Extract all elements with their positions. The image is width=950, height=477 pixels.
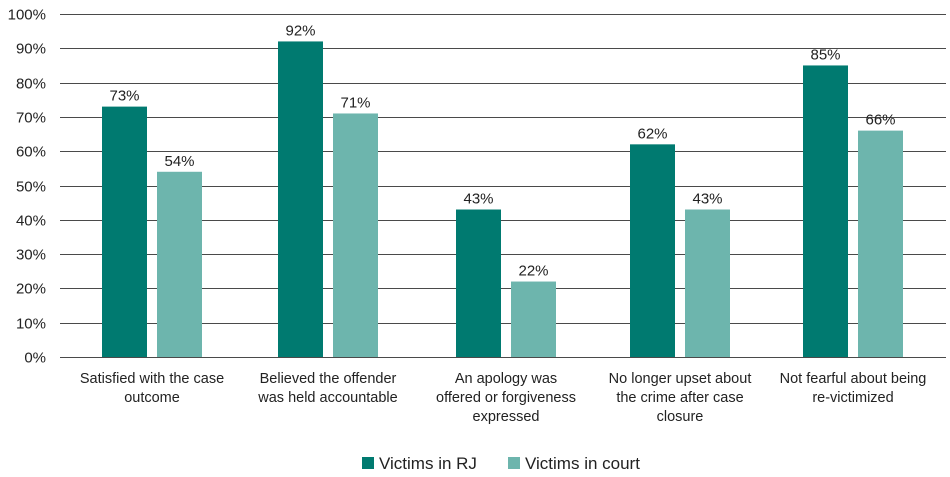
bar-victims-rj xyxy=(278,41,323,357)
y-tick-label: 60% xyxy=(16,144,46,161)
bar-victims-rj xyxy=(803,65,848,357)
data-label: 54% xyxy=(164,153,194,170)
data-label: 22% xyxy=(518,263,548,280)
bar-victims-rj xyxy=(102,106,147,357)
category-label-line: the crime after case xyxy=(616,390,743,406)
y-tick-label: 70% xyxy=(16,110,46,127)
category-label-line: Not fearful about being xyxy=(780,371,927,387)
category-label: Not fearful about being re-victimized xyxy=(780,371,927,406)
x-axis-categories: Satisfied with the case outcome Believed t… xyxy=(80,371,927,425)
category-label-line: was held accountable xyxy=(257,390,397,406)
bar-victims-court xyxy=(333,113,378,357)
legend-label: Victims in RJ xyxy=(379,454,477,473)
category-label-line: Believed the offender xyxy=(260,371,397,387)
bar-victims-court xyxy=(511,281,556,357)
bar-victims-court xyxy=(685,209,730,357)
bar-victims-rj xyxy=(456,209,501,357)
data-labels: 73% 92% 43% 62% 85% 54% 71% 22% 43% 66% xyxy=(109,22,895,279)
legend-label: Victims in court xyxy=(525,454,640,473)
category-label-line: An apology was xyxy=(455,371,557,387)
y-tick-label: 80% xyxy=(16,76,46,93)
data-label: 43% xyxy=(692,191,722,208)
y-tick-label: 40% xyxy=(16,213,46,230)
category-label: Satisfied with the case outcome xyxy=(80,371,224,406)
category-label-line: expressed xyxy=(473,409,540,425)
bar-victims-rj xyxy=(630,144,675,357)
bar-victims-court xyxy=(858,130,903,357)
category-label-line: outcome xyxy=(124,390,180,406)
data-label: 92% xyxy=(285,22,315,39)
category-label-line: closure xyxy=(657,409,704,425)
y-tick-label: 30% xyxy=(16,247,46,264)
y-tick-label: 90% xyxy=(16,41,46,58)
data-label: 73% xyxy=(109,88,139,105)
y-tick-label: 10% xyxy=(16,316,46,333)
y-tick-label: 20% xyxy=(16,281,46,298)
category-label-line: re-victimized xyxy=(812,390,893,406)
category-label: An apology was offered or forgiveness expr… xyxy=(436,371,576,425)
bar-victims-court xyxy=(157,171,202,357)
y-tick-label: 50% xyxy=(16,179,46,196)
y-tick-label: 100% xyxy=(8,7,46,24)
legend-swatch xyxy=(362,457,374,469)
category-label: Believed the offender was held accountabl… xyxy=(257,371,397,406)
data-label: 71% xyxy=(340,94,370,111)
data-label: 66% xyxy=(865,112,895,129)
gridlines xyxy=(60,14,946,358)
bars xyxy=(102,41,903,357)
y-tick-label: 0% xyxy=(24,350,46,367)
category-label: No longer upset about the crime after cas… xyxy=(609,371,752,425)
data-label: 85% xyxy=(810,46,840,63)
y-axis-ticks: 0% 10% 20% 30% 40% 50% 60% 70% 80% 90% 100% xyxy=(8,7,46,367)
category-label-line: Satisfied with the case xyxy=(80,371,224,387)
legend: Victims in RJ Victims in court xyxy=(362,454,640,473)
legend-swatch xyxy=(508,457,520,469)
data-label: 43% xyxy=(463,191,493,208)
category-label-line: offered or forgiveness xyxy=(436,390,576,406)
data-label: 62% xyxy=(637,125,667,142)
category-label-line: No longer upset about xyxy=(609,371,752,387)
